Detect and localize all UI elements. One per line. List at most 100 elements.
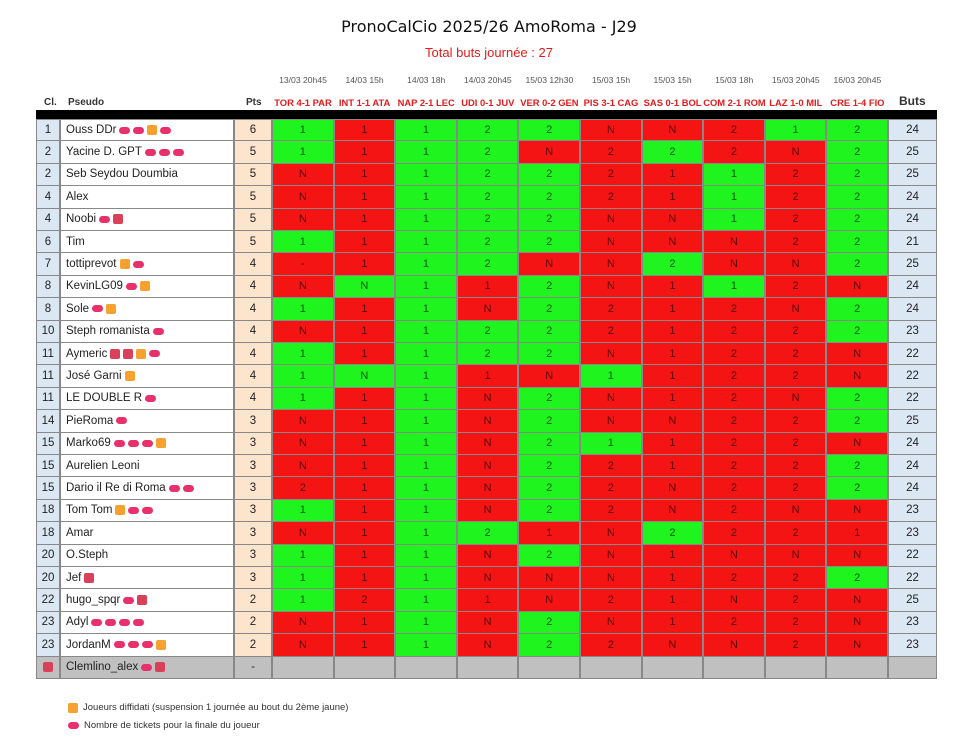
player-name-cell: LE DOUBLE R [60,387,234,411]
points-cell: 5 [234,141,272,164]
player-name: Marko69 [66,437,111,450]
prediction-cell: 1 [395,298,457,321]
table-row: 23 Adyl 2 N 1 1 N 2 N 1 2 2 N 23 [36,611,937,635]
ticket-icon [168,484,180,492]
rank-cell: 14 [36,410,60,433]
prediction-cell: 1 [333,477,396,500]
prediction-cell [333,656,396,679]
prediction-cell: N [580,544,642,567]
prediction-cell: N [456,387,519,411]
prediction-cell [580,656,642,679]
player-name-cell: hugo_spqr [60,589,234,612]
prediction-cell: 2 [826,141,888,164]
rank-cell: 7 [36,253,60,276]
ticket-icon [127,439,139,447]
goals-cell: 24 [888,275,937,299]
prediction-cell: 2 [703,477,765,500]
match-label-8: LAZ 1-0 MIL [769,97,823,108]
player-name: Clemlino_alex [66,661,139,674]
prediction-cell: 2 [580,141,642,164]
prediction-cell: N [826,365,888,388]
prediction-cell: 2 [456,120,519,142]
prediction-cell: 1 [333,208,396,231]
prediction-cell: N [703,544,765,567]
prediction-cell: 2 [456,141,519,164]
player-name-cell: Ouss DDr [60,120,234,142]
prediction-cell: N [764,544,827,567]
prediction-cell [703,656,765,679]
table-row: 1 Ouss DDr 6 1 1 1 2 2 N N 2 1 2 24 [36,119,937,142]
rank-cell: 23 [36,611,60,635]
prediction-cell: 1 [641,544,704,567]
points-cell: 2 [234,611,272,635]
ticket-icon [141,641,153,649]
prediction-cell: 1 [272,589,334,612]
prediction-cell: 2 [456,320,519,343]
match-label-7: COM 2-1 ROM [703,97,766,108]
goals-cell: 24 [888,120,937,142]
prediction-cell: N [826,634,888,657]
pseudo-header: Pseudo [68,97,105,108]
table-row: 18 Amar 3 N 1 1 2 1 N 2 2 2 1 23 [36,522,937,545]
prediction-cell: N [580,208,642,231]
prediction-cell: 2 [764,186,827,209]
prediction-cell: 2 [764,208,827,231]
prediction-cell: 1 [395,432,457,455]
prediction-cell: 2 [456,253,519,276]
prediction-cell: 2 [580,634,642,657]
points-cell: 5 [234,208,272,231]
prediction-cell: 2 [518,634,580,657]
prediction-cell: N [703,589,765,612]
suspension-icon [139,281,150,292]
goals-cell: 24 [888,455,937,478]
rank-cell: 8 [36,298,60,321]
ticket-icon [145,394,157,402]
match-date-8: 15/03 20h45 [771,75,820,85]
prediction-cell: 1 [641,611,704,635]
prediction-cell: 1 [703,275,765,299]
total-goals-subtitle: Total buts journée : 27 [425,45,553,60]
goals-cell: 22 [888,387,937,411]
player-name-cell: JordanM [60,634,234,657]
prediction-cell: N [764,499,827,523]
prediction-cell: 1 [272,567,334,590]
prediction-cell: N [641,634,704,657]
ticket-icon [141,663,153,671]
prediction-cell: 1 [580,365,642,388]
prediction-cell: 2 [641,253,704,276]
prediction-cell: 2 [518,343,580,366]
match-date-3: 14/03 20h45 [463,75,512,85]
prediction-cell [641,656,704,679]
player-name: Tom Tom [66,504,113,517]
rank-cell: 6 [36,231,60,254]
prediction-cell: 2 [518,387,580,411]
prediction-cell: 1 [395,365,457,388]
player-name: tottiprevot [66,258,117,271]
prediction-cell: N [456,410,519,433]
player-name: O.Steph [66,549,109,562]
prediction-cell: 2 [826,455,888,478]
card-icon [123,348,134,359]
rank-cell: 20 [36,544,60,567]
prediction-cell: 1 [395,611,457,635]
player-name-cell: tottiprevot [60,253,234,276]
prediction-cell [272,656,334,679]
prediction-cell: N [826,343,888,366]
player-name-cell: Sole [60,298,234,321]
points-cell: 3 [234,477,272,500]
prediction-cell: 1 [395,387,457,411]
prediction-cell: 2 [764,163,827,187]
player-name: LE DOUBLE R [66,392,143,405]
prediction-cell: 1 [395,567,457,590]
header-separator [36,110,937,119]
prediction-cell: 2 [580,163,642,187]
prediction-cell: 1 [333,298,396,321]
prediction-cell: N [272,320,334,343]
prediction-cell: N [272,522,334,545]
goals-cell: 24 [888,298,937,321]
prediction-cell: 2 [703,410,765,433]
prediction-cell: N [580,120,642,142]
rank-cell: 10 [36,320,60,343]
prediction-cell: N [456,298,519,321]
points-cell: 4 [234,253,272,276]
